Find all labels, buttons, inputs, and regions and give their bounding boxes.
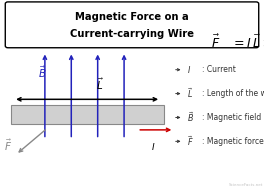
Text: : Magnetic field: : Magnetic field [202,113,261,122]
Text: : Current: : Current [202,65,236,74]
Text: I: I [152,143,154,152]
Text: ScienceFacts.net: ScienceFacts.net [228,183,263,187]
FancyBboxPatch shape [5,2,259,48]
Text: $\vec{B}$: $\vec{B}$ [187,111,195,124]
Text: $\vec{B}$: $\vec{B}$ [38,65,46,80]
Text: $\vec{L}$: $\vec{L}$ [96,76,104,92]
Text: $\vec{F}$: $\vec{F}$ [187,134,194,148]
Text: $\vec{F}$: $\vec{F}$ [4,137,12,153]
Text: Current-carrying Wire: Current-carrying Wire [70,29,194,39]
Text: : Length of the wire: : Length of the wire [202,89,264,98]
Text: : Magnetic force: : Magnetic force [202,137,264,146]
Text: $\vec{L}$: $\vec{L}$ [187,87,194,100]
Text: $I$: $I$ [187,64,192,75]
Text: $= I\,\vec{L}\times\vec{B}$: $= I\,\vec{L}\times\vec{B}$ [231,33,264,51]
Bar [11,105,164,124]
Text: $\vec{F}$: $\vec{F}$ [211,33,220,51]
Text: Magnetic Force on a: Magnetic Force on a [75,12,189,22]
